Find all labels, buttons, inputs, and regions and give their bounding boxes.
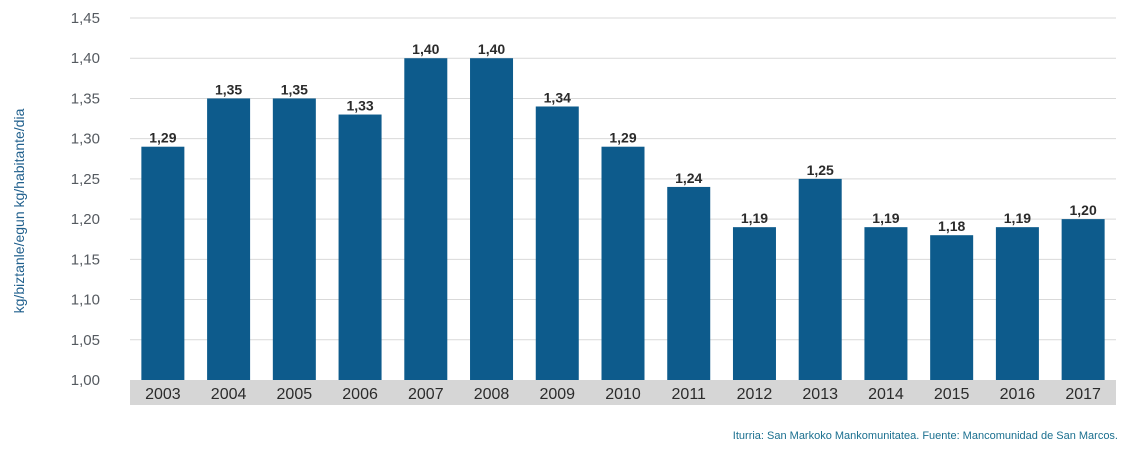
bar	[404, 58, 448, 380]
x-category-label: 2006	[342, 386, 378, 403]
data-labels: 1,29 1,35 1,35 1,33 1,40 1,40 1,34 1,29 1,24 1,19…	[149, 41, 1097, 234]
y-axis-ticks: 1,00 1,05 1,10 1,15 1,20 1,25 1,30 1,35 1,40 1,45	[71, 10, 100, 389]
data-label: 1,18	[938, 218, 965, 234]
data-label: 1,20	[1070, 202, 1097, 218]
data-label: 1,24	[675, 170, 702, 186]
bar	[667, 186, 711, 380]
y-tick-label: 1,45	[71, 10, 100, 27]
data-label: 1,35	[281, 81, 308, 97]
data-label: 1,35	[215, 81, 242, 97]
x-category-label: 2016	[1000, 386, 1036, 403]
bars	[141, 58, 1105, 381]
x-category-label: 2004	[211, 386, 247, 403]
x-category-label: 2010	[605, 386, 641, 403]
bar	[732, 227, 776, 380]
y-tick-label: 1,20	[71, 211, 100, 228]
x-category-label: 2008	[474, 386, 510, 403]
x-axis-categories: 2003 2004 2005 2006 2007 2008 2009 2010 2011 2012…	[145, 386, 1101, 403]
data-label: 1,29	[609, 130, 636, 146]
bar	[864, 227, 908, 380]
y-tick-label: 1,25	[71, 171, 100, 188]
y-tick-label: 1,05	[71, 332, 100, 349]
x-category-label: 2017	[1065, 386, 1101, 403]
data-label: 1,40	[478, 41, 505, 57]
bar	[338, 114, 382, 381]
data-label: 1,19	[1004, 210, 1031, 226]
bar	[272, 98, 316, 380]
bar	[601, 146, 645, 380]
x-category-label: 2003	[145, 386, 181, 403]
y-tick-label: 1,40	[71, 50, 100, 67]
x-category-label: 2012	[737, 386, 773, 403]
data-label: 1,19	[741, 210, 768, 226]
bar	[995, 227, 1039, 380]
data-label: 1,34	[544, 89, 571, 105]
y-tick-label: 1,30	[71, 131, 100, 148]
x-category-label: 2014	[868, 386, 904, 403]
bar	[930, 235, 974, 380]
data-label: 1,19	[872, 210, 899, 226]
x-category-label: 2015	[934, 386, 970, 403]
data-label: 1,29	[149, 130, 176, 146]
x-category-label: 2013	[802, 386, 838, 403]
data-label: 1,25	[807, 162, 834, 178]
bar	[207, 98, 251, 380]
data-label: 1,40	[412, 41, 439, 57]
y-tick-label: 1,10	[71, 292, 100, 309]
y-tick-label: 1,35	[71, 90, 100, 107]
bar	[141, 146, 185, 380]
y-axis-label: kg/biztanle/egun kg/habitante/dia	[11, 108, 27, 313]
bar	[535, 106, 579, 380]
x-category-label: 2005	[277, 386, 313, 403]
y-tick-label: 1,15	[71, 251, 100, 268]
data-label: 1,33	[346, 98, 373, 114]
bar	[798, 178, 842, 380]
y-tick-label: 1,00	[71, 372, 100, 389]
bar	[1061, 219, 1105, 380]
x-category-label: 2011	[672, 386, 707, 403]
x-category-label: 2007	[408, 386, 444, 403]
source-note: Iturria: San Markoko Mankomunitatea. Fue…	[732, 430, 1118, 442]
x-category-label: 2009	[539, 386, 575, 403]
x-axis-band	[130, 380, 1116, 405]
bar	[470, 58, 514, 380]
